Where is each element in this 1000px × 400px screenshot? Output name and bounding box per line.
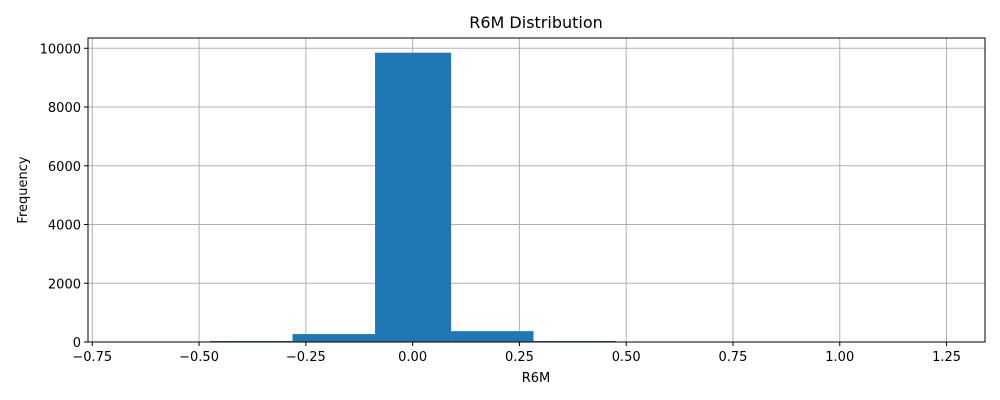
y-tick-label-2: 4000	[48, 219, 81, 234]
y-tick-label-1: 2000	[48, 277, 81, 292]
y-tick-label-4: 8000	[48, 101, 81, 116]
histogram-bar-4	[451, 331, 534, 342]
histogram-bar-5	[533, 340, 616, 342]
x-tick-label-3: 0.00	[398, 350, 427, 365]
histogram-bar-3	[375, 52, 452, 343]
x-tick-label-8: 1.25	[932, 350, 961, 365]
x-tick-label-1: −0.50	[179, 350, 219, 365]
y-axis-label: Frequency	[16, 156, 31, 223]
x-axis-label: R6M	[522, 371, 551, 386]
plot-frame	[87, 37, 986, 343]
y-tick-label-3: 6000	[48, 160, 81, 175]
x-tick-label-0: −0.75	[72, 350, 112, 365]
x-tick-label-6: 0.75	[719, 350, 748, 365]
y-tick-label-0: 0	[73, 336, 81, 351]
x-tick-label-7: 1.00	[825, 350, 854, 365]
x-axis-ticks: −0.75 −0.50 −0.25 0.00 0.25 0.50 0.75 1.00 1.25	[72, 342, 961, 365]
y-tick-label-5: 10000	[40, 42, 81, 57]
y-axis-ticks: 0 2000 4000 6000 8000 10000	[40, 42, 88, 351]
grid-lines	[88, 38, 985, 343]
histogram-bars	[127, 52, 946, 343]
x-tick-label-4: 0.25	[505, 350, 534, 365]
histogram-bar-1	[210, 340, 293, 342]
x-tick-label-5: 0.50	[612, 350, 641, 365]
chart-title: R6M Distribution	[469, 13, 603, 32]
histogram-bar-2	[292, 334, 376, 342]
x-tick-label-2: −0.25	[286, 350, 326, 365]
